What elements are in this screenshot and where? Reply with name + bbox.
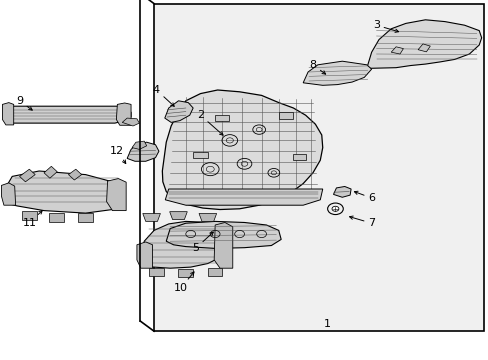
Bar [293,154,305,160]
Text: 4: 4 [153,85,174,106]
Text: 2: 2 [197,110,223,135]
Polygon shape [5,106,131,123]
Polygon shape [20,169,35,182]
Text: 1: 1 [324,319,330,329]
Polygon shape [106,179,126,211]
Circle shape [331,206,338,211]
Polygon shape [22,211,37,220]
Text: 3: 3 [372,20,398,32]
Polygon shape [127,142,159,161]
Polygon shape [417,44,429,52]
Text: 8: 8 [309,60,325,74]
Bar [215,115,228,121]
Polygon shape [166,221,281,248]
Polygon shape [49,213,63,222]
Polygon shape [142,221,233,268]
Text: 5: 5 [192,232,213,253]
Polygon shape [214,222,232,268]
Text: 9: 9 [16,96,32,110]
Text: 11: 11 [22,211,42,228]
Bar [193,152,207,158]
Polygon shape [116,103,131,125]
Text: 10: 10 [174,272,194,293]
Polygon shape [169,212,187,220]
Polygon shape [149,268,163,276]
Polygon shape [333,186,350,197]
Polygon shape [162,90,322,210]
Polygon shape [122,118,139,126]
Polygon shape [303,61,371,85]
Polygon shape [207,268,222,276]
Polygon shape [390,47,403,54]
Polygon shape [1,183,16,205]
Polygon shape [68,169,81,180]
Polygon shape [165,189,322,205]
Polygon shape [366,20,481,68]
Polygon shape [178,269,193,277]
Text: 6: 6 [354,191,374,203]
Polygon shape [142,213,160,221]
Bar [278,112,293,119]
Text: 7: 7 [349,216,374,228]
Polygon shape [137,242,152,268]
Polygon shape [132,141,146,149]
Polygon shape [5,171,124,213]
Polygon shape [2,103,14,125]
Polygon shape [164,101,193,122]
Polygon shape [44,166,57,178]
Text: 12: 12 [110,146,125,163]
Bar [154,4,483,331]
Polygon shape [78,213,93,222]
Polygon shape [199,213,216,221]
